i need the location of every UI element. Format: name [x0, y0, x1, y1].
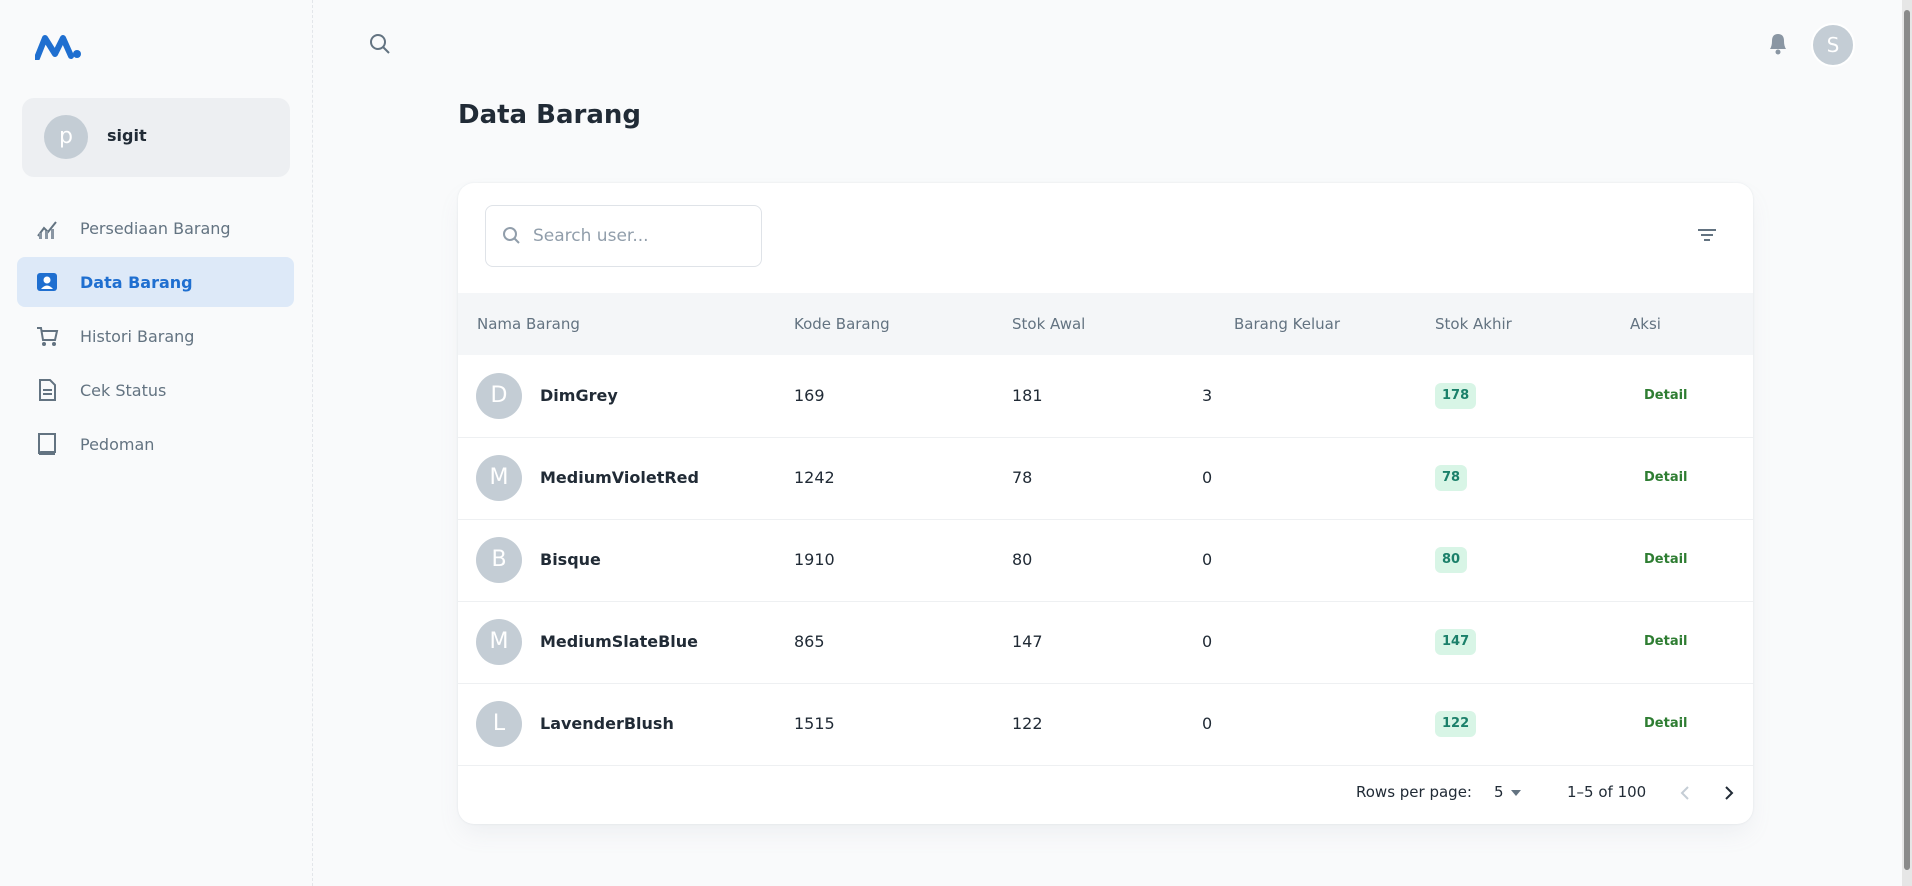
table-row: B Bisque 1910 80 0 80 Detail	[458, 519, 1753, 602]
search-placeholder: Search user...	[533, 226, 649, 246]
column-header: Stok Akhir	[1435, 315, 1512, 333]
nav-label: Persediaan Barang	[80, 218, 231, 238]
item-name: DimGrey	[540, 386, 618, 405]
item-code: 1515	[794, 714, 835, 733]
nav-icon	[37, 327, 59, 346]
column-header: Kode Barang	[794, 315, 890, 333]
detail-link[interactable]: Detail	[1644, 634, 1688, 649]
item-avatar: D	[476, 373, 522, 419]
column-header: Aksi	[1630, 315, 1661, 333]
item-code: 865	[794, 632, 825, 651]
table-row: D DimGrey 169 181 3 178 Detail	[458, 355, 1753, 438]
page-title: Data Barang	[458, 100, 642, 130]
stock-start: 78	[1012, 468, 1033, 487]
item-code: 1910	[794, 550, 835, 569]
column-header: Stok Awal	[1012, 315, 1086, 333]
column-header: Barang Keluar	[1234, 315, 1340, 333]
stock-out: 3	[1202, 386, 1213, 405]
column-header: Nama Barang	[477, 315, 580, 333]
item-avatar: B	[476, 537, 522, 583]
scrollbar	[1902, 0, 1912, 886]
rows-per-page-select[interactable]: 5	[1494, 783, 1504, 801]
item-name: Bisque	[540, 550, 601, 569]
item-avatar: M	[476, 455, 522, 501]
item-name: MediumVioletRed	[540, 468, 699, 487]
user-name: sigit	[107, 126, 147, 145]
prev-page[interactable]	[1677, 785, 1693, 801]
table-row: M MediumSlateBlue 865 147 0 147 Detail	[458, 601, 1753, 684]
filter-icon[interactable]	[1696, 225, 1718, 245]
stock-start: 147	[1012, 632, 1043, 651]
stock-out: 0	[1202, 468, 1213, 487]
stock-end: 80	[1435, 547, 1468, 573]
item-avatar: M	[476, 619, 522, 665]
nav-item[interactable]: Data Barang	[17, 257, 294, 307]
stock-end: 122	[1435, 711, 1477, 737]
detail-link[interactable]: Detail	[1644, 470, 1688, 485]
stock-end: 78	[1435, 465, 1468, 491]
nav-icon	[37, 221, 57, 239]
nav-label: Data Barang	[80, 272, 193, 292]
nav-icon	[38, 433, 56, 455]
table-header: Nama Barang Kode Barang Stok Awal Barang Ke…	[458, 293, 1753, 355]
account-avatar[interactable]: S	[1811, 23, 1855, 67]
item-avatar: L	[476, 701, 522, 747]
nav-icon	[37, 273, 57, 291]
detail-link[interactable]: Detail	[1644, 388, 1688, 403]
nav-item[interactable]: Pedoman	[17, 419, 294, 469]
item-code: 1242	[794, 468, 835, 487]
stock-end: 178	[1435, 383, 1477, 409]
user-avatar: p	[44, 115, 88, 159]
table-row: M MediumVioletRed 1242 78 0 78 Detail	[458, 437, 1753, 520]
nav-label: Pedoman	[80, 434, 155, 454]
next-page[interactable]	[1721, 785, 1737, 801]
bell-icon[interactable]	[1765, 30, 1791, 56]
nav-item[interactable]: Persediaan Barang	[17, 203, 294, 253]
stock-out: 0	[1202, 632, 1213, 651]
detail-link[interactable]: Detail	[1644, 552, 1688, 567]
stock-start: 181	[1012, 386, 1043, 405]
table-row: L LavenderBlush 1515 122 0 122 Detail	[458, 683, 1753, 766]
stock-out: 0	[1202, 714, 1213, 733]
item-code: 169	[794, 386, 825, 405]
nav-icon	[39, 379, 56, 401]
stock-out: 0	[1202, 550, 1213, 569]
logo	[35, 35, 81, 60]
stock-start: 80	[1012, 550, 1033, 569]
nav-label: Histori Barang	[80, 326, 195, 346]
nav-label: Cek Status	[80, 380, 167, 400]
detail-link[interactable]: Detail	[1644, 716, 1688, 731]
stock-end: 147	[1435, 629, 1477, 655]
search-input-icon	[503, 227, 520, 244]
stock-start: 122	[1012, 714, 1043, 733]
user-card: p sigit	[22, 98, 290, 177]
table-card: Search user... Nama Barang Kode Barang Sto…	[458, 183, 1753, 824]
nav-item[interactable]: Histori Barang	[17, 311, 294, 361]
item-name: MediumSlateBlue	[540, 632, 698, 651]
scrollbar-thumb[interactable]	[1904, 10, 1910, 870]
rows-per-page-label: Rows per page:	[1356, 783, 1472, 801]
item-name: LavenderBlush	[540, 714, 674, 733]
page-range: 1–5 of 100	[1567, 783, 1647, 801]
select-arrow	[1511, 790, 1521, 796]
nav-item[interactable]: Cek Status	[17, 365, 294, 415]
search-input[interactable]: Search user...	[485, 205, 762, 267]
search-icon[interactable]	[368, 32, 392, 56]
sidebar: p sigit Persediaan Barang Data Barang Hist…	[0, 0, 313, 886]
